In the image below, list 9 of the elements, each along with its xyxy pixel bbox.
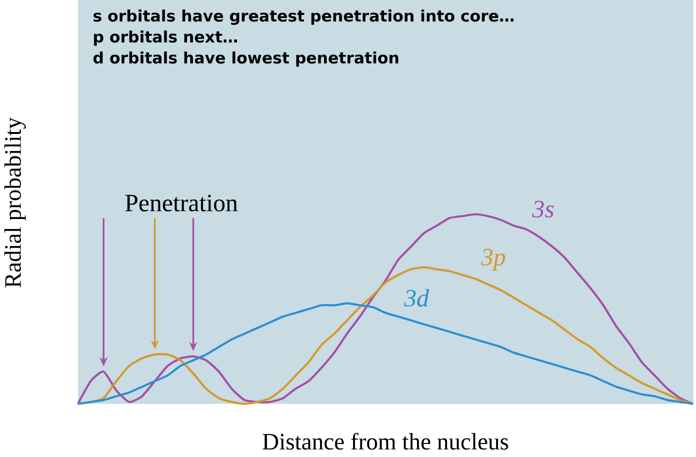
x-axis-title: Distance from the nucleus — [262, 432, 508, 450]
series-label: 3s — [532, 200, 554, 218]
text: s orbitals have greatest penetration into core… — [94, 10, 514, 25]
text: p orbitals next… — [94, 30, 237, 46]
text: d orbitals have lowest penetration — [93, 52, 398, 67]
series-label: 3p — [480, 248, 506, 271]
text: Penetration — [125, 194, 238, 212]
series-label: 3d — [404, 289, 430, 307]
y-axis-title: Radial probability — [4, 117, 26, 288]
